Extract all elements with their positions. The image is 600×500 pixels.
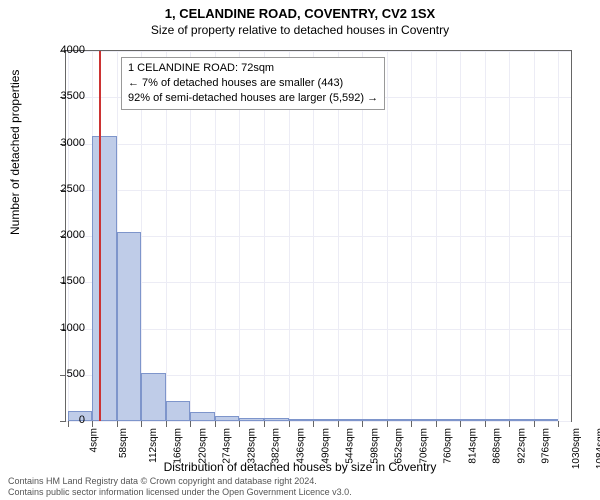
histogram-bar (92, 136, 117, 421)
grid-line-v (485, 51, 486, 421)
x-tick-label: 436sqm (296, 428, 307, 464)
grid-line-v (411, 51, 412, 421)
histogram-bar (141, 373, 166, 421)
grid-line-v (534, 51, 535, 421)
histogram-bar (117, 232, 142, 421)
histogram-bar (387, 419, 412, 421)
x-tick-label: 706sqm (418, 428, 429, 464)
property-marker-line (99, 51, 101, 421)
y-tick-label: 500 (45, 368, 85, 380)
x-tick (92, 421, 93, 427)
x-tick (509, 421, 510, 427)
x-tick (117, 421, 118, 427)
x-tick (338, 421, 339, 427)
x-tick-label: 166sqm (173, 428, 184, 464)
histogram-bar (239, 418, 264, 421)
histogram-bar (534, 419, 559, 421)
x-tick (485, 421, 486, 427)
grid-line-v (460, 51, 461, 421)
histogram-bar (166, 401, 191, 421)
histogram-bar (338, 419, 363, 421)
x-tick-label: 598sqm (369, 428, 380, 464)
x-tick (534, 421, 535, 427)
histogram-bar (289, 419, 314, 421)
y-axis-title: Number of detached properties (8, 70, 22, 235)
x-tick-label: 490sqm (320, 428, 331, 464)
title-sub: Size of property relative to detached ho… (0, 23, 600, 37)
x-tick (411, 421, 412, 427)
x-tick-label: 760sqm (443, 428, 454, 464)
histogram-bar (362, 419, 387, 421)
x-tick-label: 328sqm (247, 428, 258, 464)
x-tick-label: 220sqm (197, 428, 208, 464)
x-tick (313, 421, 314, 427)
x-tick (215, 421, 216, 427)
y-tick-label: 1500 (45, 275, 85, 287)
histogram-bar (190, 412, 215, 421)
histogram-bar (264, 418, 289, 421)
x-tick-label: 652sqm (394, 428, 405, 464)
x-tick (460, 421, 461, 427)
histogram-bar (313, 419, 338, 421)
x-tick (264, 421, 265, 427)
x-tick-label: 544sqm (345, 428, 356, 464)
grid-line-v (509, 51, 510, 421)
annotation-box: 1 CELANDINE ROAD: 72sqm ← 7% of detached… (121, 57, 385, 110)
y-tick-label: 4000 (45, 44, 85, 56)
x-tick (387, 421, 388, 427)
title-main: 1, CELANDINE ROAD, COVENTRY, CV2 1SX (0, 6, 600, 21)
y-tick-label: 3500 (45, 90, 85, 102)
x-tick-label: 58sqm (118, 428, 129, 458)
y-tick-label: 2000 (45, 229, 85, 241)
annotation-line1: 1 CELANDINE ROAD: 72sqm (128, 61, 378, 76)
footer: Contains HM Land Registry data © Crown c… (8, 476, 352, 498)
x-tick-label: 922sqm (516, 428, 527, 464)
x-tick-label: 814sqm (467, 428, 478, 464)
x-tick (558, 421, 559, 427)
x-tick-label: 976sqm (541, 428, 552, 464)
x-tick-label: 382sqm (271, 428, 282, 464)
x-tick (190, 421, 191, 427)
footer-line1: Contains HM Land Registry data © Crown c… (8, 476, 352, 487)
x-tick-label: 4sqm (88, 428, 99, 452)
grid-line-v (558, 51, 559, 421)
footer-line2: Contains public sector information licen… (8, 487, 352, 498)
x-tick (362, 421, 363, 427)
x-tick-label: 1030sqm (571, 428, 582, 469)
x-tick-label: 274sqm (222, 428, 233, 464)
histogram-bar (215, 416, 240, 421)
histogram-bar (460, 419, 485, 421)
grid-line-v (387, 51, 388, 421)
chart-container: 1, CELANDINE ROAD, COVENTRY, CV2 1SX Siz… (0, 0, 600, 500)
histogram-bar (509, 419, 534, 421)
x-tick (239, 421, 240, 427)
annotation-line2: ← 7% of detached houses are smaller (443… (128, 76, 378, 91)
plot-area: 1 CELANDINE ROAD: 72sqm ← 7% of detached… (65, 50, 572, 422)
x-tick-label: 1084sqm (595, 428, 600, 469)
histogram-bar (411, 419, 436, 421)
y-tick-label: 3000 (45, 137, 85, 149)
y-tick-label: 1000 (45, 322, 85, 334)
y-tick-label: 2500 (45, 183, 85, 195)
histogram-bar (485, 419, 510, 421)
y-tick-label: 0 (45, 414, 85, 426)
x-tick (436, 421, 437, 427)
x-tick-label: 112sqm (148, 428, 159, 463)
x-tick (141, 421, 142, 427)
histogram-bar (436, 419, 461, 421)
grid-line-v (436, 51, 437, 421)
x-tick (166, 421, 167, 427)
x-tick (289, 421, 290, 427)
x-tick-label: 868sqm (492, 428, 503, 464)
annotation-line3: 92% of semi-detached houses are larger (… (128, 91, 378, 106)
